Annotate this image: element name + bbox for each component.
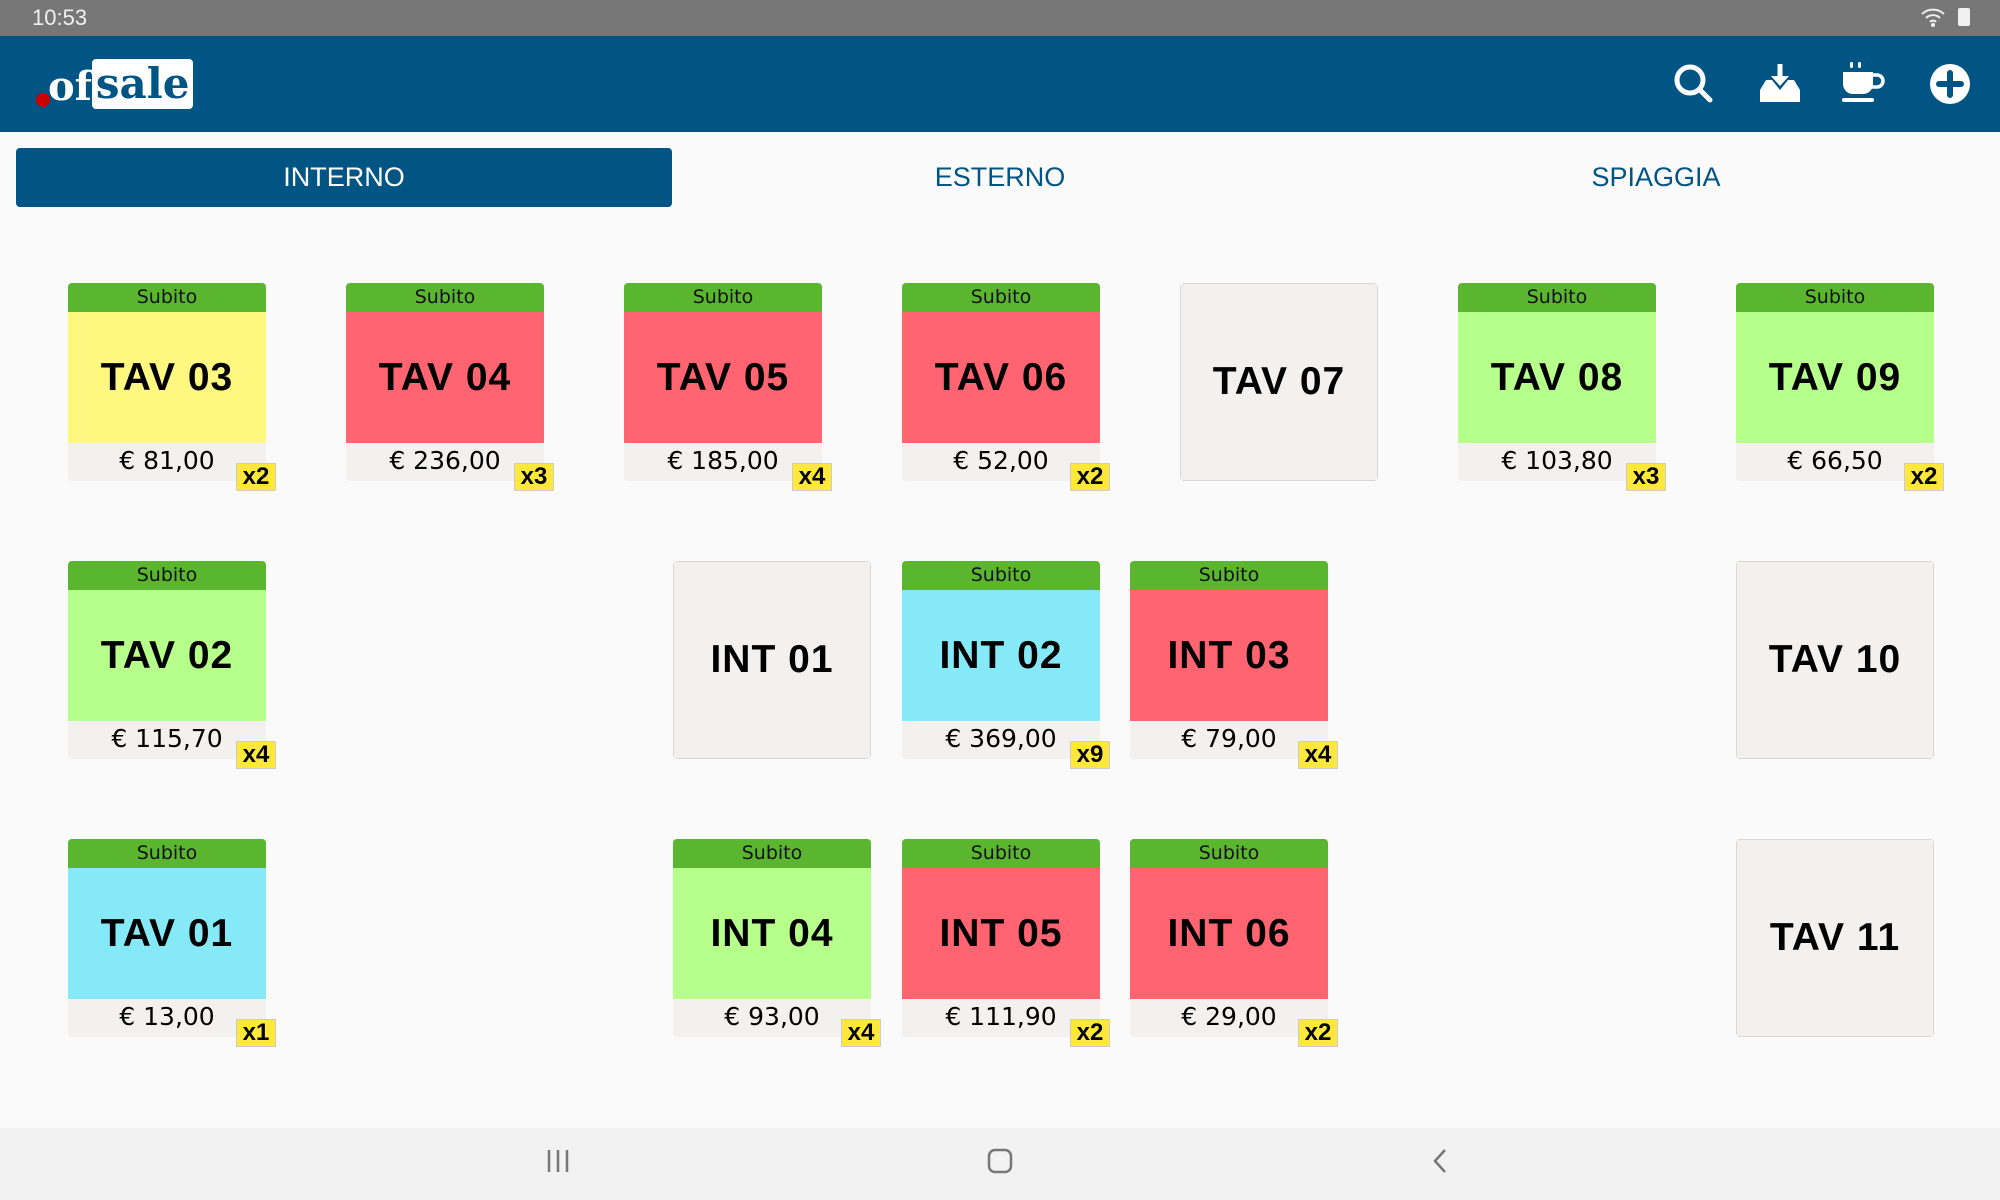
table-tile[interactable]: Subito INT 06 € 29,00 x2 [1130,839,1338,1047]
table-total: € 79,00 [1130,721,1328,759]
table-total: € 236,00 [346,443,544,481]
table-name: TAV 04 [346,312,544,443]
table-name: TAV 11 [1737,840,1933,1036]
table-tile[interactable]: TAV 07 [1180,283,1378,481]
clock: 10:53 [32,5,88,30]
table-total: € 103,80 [1458,443,1656,481]
app-header: of sale [0,36,2000,132]
table-name: INT 04 [673,868,871,999]
covers-badge: x4 [236,741,276,769]
wifi-icon [1920,6,1946,33]
order-status: Subito [673,839,871,868]
covers-badge: x2 [1070,463,1110,491]
table-tile[interactable]: Subito TAV 06 € 52,00 x2 [902,283,1110,491]
table-total: € 93,00 [673,999,871,1037]
table-tile[interactable]: Subito TAV 05 € 185,00 x4 [624,283,832,491]
home-icon[interactable] [986,1146,1014,1184]
tab-spiaggia[interactable]: SPIAGGIA [1591,162,1721,192]
order-status: Subito [68,561,266,590]
table-tile[interactable]: TAV 10 [1736,561,1934,759]
table-name: INT 03 [1130,590,1328,721]
tab-esterno[interactable]: ESTERNO [934,162,1066,192]
order-status: Subito [68,283,266,312]
status-bar: 10:53 [0,0,2000,36]
covers-badge: x2 [1904,463,1944,491]
table-name: TAV 09 [1736,312,1934,443]
table-tile[interactable]: INT 01 [673,561,871,759]
order-status: Subito [902,839,1100,868]
table-tile[interactable]: Subito INT 03 € 79,00 x4 [1130,561,1338,769]
tab-interno[interactable]: INTERNO [16,148,672,207]
covers-badge: x3 [1626,463,1666,491]
table-tile[interactable]: Subito INT 04 € 93,00 x4 [673,839,881,1047]
covers-badge: x2 [1298,1019,1338,1047]
table-total: € 185,00 [624,443,822,481]
order-status: Subito [1458,283,1656,312]
inbox-download-icon[interactable] [1756,60,1804,108]
ofsale-logo: of sale [36,59,194,109]
table-name: TAV 02 [68,590,266,721]
table-name: TAV 03 [68,312,266,443]
covers-badge: x3 [514,463,554,491]
table-name: INT 02 [902,590,1100,721]
add-circle-icon[interactable] [1926,60,1974,108]
area-tabs: INTERNO ESTERNO SPIAGGIA [16,148,1984,207]
android-nav-bar [0,1128,2000,1200]
covers-badge: x2 [1070,1019,1110,1047]
table-name: INT 06 [1130,868,1328,999]
table-total: € 66,50 [1736,443,1934,481]
table-total: € 13,00 [68,999,266,1037]
table-tile[interactable]: Subito TAV 02 € 115,70 x4 [68,561,276,769]
table-tile[interactable]: Subito INT 05 € 111,90 x2 [902,839,1110,1047]
order-status: Subito [902,561,1100,590]
table-tile[interactable]: Subito TAV 09 € 66,50 x2 [1736,283,1944,491]
recent-apps-icon[interactable] [546,1146,570,1184]
table-name: INT 01 [674,562,870,758]
table-total: € 369,00 [902,721,1100,759]
table-total: € 81,00 [68,443,266,481]
search-icon[interactable] [1670,60,1718,108]
order-status: Subito [624,283,822,312]
covers-badge: x4 [1298,741,1338,769]
table-total: € 115,70 [68,721,266,759]
table-tile[interactable]: Subito INT 02 € 369,00 x9 [902,561,1110,769]
table-tile[interactable]: Subito TAV 03 € 81,00 x2 [68,283,276,491]
table-name: TAV 07 [1181,284,1377,480]
back-icon[interactable] [1430,1146,1450,1184]
table-name: TAV 01 [68,868,266,999]
table-name: TAV 08 [1458,312,1656,443]
covers-badge: x2 [236,463,276,491]
covers-badge: x4 [792,463,832,491]
table-name: TAV 05 [624,312,822,443]
table-name: INT 05 [902,868,1100,999]
table-total: € 29,00 [1130,999,1328,1037]
table-tile[interactable]: Subito TAV 08 € 103,80 x3 [1458,283,1666,491]
order-status: Subito [68,839,266,868]
order-status: Subito [1736,283,1934,312]
covers-badge: x4 [841,1019,881,1047]
covers-badge: x9 [1070,741,1110,769]
table-total: € 52,00 [902,443,1100,481]
order-status: Subito [1130,561,1328,590]
table-tile[interactable]: TAV 11 [1736,839,1934,1037]
coffee-cup-icon[interactable] [1840,60,1888,108]
table-tile[interactable]: Subito TAV 01 € 13,00 x1 [68,839,276,1047]
table-name: TAV 06 [902,312,1100,443]
order-status: Subito [1130,839,1328,868]
battery-icon [1958,8,1970,26]
table-total: € 111,90 [902,999,1100,1037]
covers-badge: x1 [236,1019,276,1047]
order-status: Subito [902,283,1100,312]
table-name: TAV 10 [1737,562,1933,758]
table-tile[interactable]: Subito TAV 04 € 236,00 x3 [346,283,554,491]
order-status: Subito [346,283,544,312]
